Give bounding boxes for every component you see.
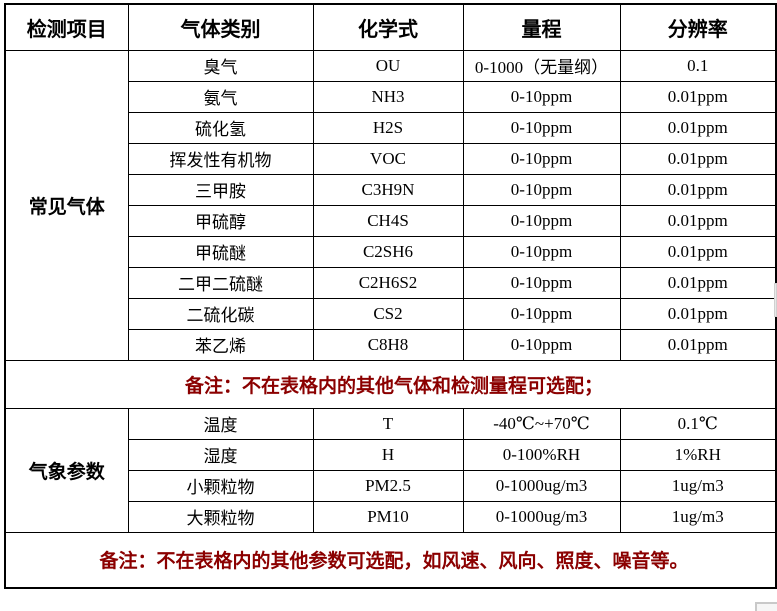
resolution-cell: 0.1 bbox=[619, 49, 777, 82]
table-row: 硫化氢 H2S 0-10ppm 0.01ppm bbox=[5, 111, 777, 144]
resolution-cell: 1%RH bbox=[619, 438, 777, 471]
note-text: 备注：不在表格内的其他气体和检测量程可选配； bbox=[4, 359, 777, 409]
resolution-cell: 0.01ppm bbox=[619, 266, 777, 299]
formula-cell: H2S bbox=[312, 111, 464, 144]
gas-name-cell: 小颗粒物 bbox=[127, 469, 314, 502]
gas-name-cell: 甲硫醚 bbox=[127, 235, 314, 268]
gas-name-cell: 二甲二硫醚 bbox=[127, 266, 314, 299]
resolution-cell: 0.01ppm bbox=[619, 80, 777, 113]
formula-cell: NH3 bbox=[312, 80, 464, 113]
table-row: 气象参数 温度 T -40℃~+70℃ 0.1℃ bbox=[4, 407, 777, 533]
range-cell: -40℃~+70℃ bbox=[462, 407, 621, 440]
resolution-cell: 0.01ppm bbox=[619, 173, 777, 206]
resolution-cell: 1ug/m3 bbox=[619, 469, 777, 502]
category-cell: 气象参数 bbox=[4, 407, 129, 533]
gas-name-cell: 氨气 bbox=[127, 80, 314, 113]
range-cell: 0-10ppm bbox=[462, 173, 621, 206]
col-header-range: 量程 bbox=[462, 3, 621, 51]
resolution-cell: 0.01ppm bbox=[619, 328, 777, 361]
gas-name-cell: 挥发性有机物 bbox=[127, 142, 314, 175]
range-cell: 0-10ppm bbox=[462, 328, 621, 361]
range-cell: 0-10ppm bbox=[462, 204, 621, 237]
resolution-cell: 0.01ppm bbox=[619, 142, 777, 175]
range-cell: 0-10ppm bbox=[462, 111, 621, 144]
col-header-detection-item: 检测项目 bbox=[4, 3, 129, 51]
gas-name-cell: 大颗粒物 bbox=[127, 500, 314, 533]
formula-cell: CS2 bbox=[312, 297, 464, 330]
range-cell: 0-1000ug/m3 bbox=[462, 469, 621, 502]
formula-cell: PM10 bbox=[312, 500, 464, 533]
range-cell: 0-10ppm bbox=[462, 142, 621, 175]
formula-cell: VOC bbox=[312, 142, 464, 175]
formula-cell: T bbox=[312, 407, 464, 440]
range-cell: 0-10ppm bbox=[462, 235, 621, 268]
note-row: 备注：不在表格内的其他气体和检测量程可选配； bbox=[4, 359, 777, 409]
table-row: 小颗粒物 PM2.5 0-1000ug/m3 1ug/m3 bbox=[5, 469, 777, 502]
table-row: 三甲胺 C3H9N 0-10ppm 0.01ppm bbox=[5, 173, 777, 206]
range-cell: 0-10ppm bbox=[462, 297, 621, 330]
gas-name-cell: 三甲胺 bbox=[127, 173, 314, 206]
table-row: 大颗粒物 PM10 0-1000ug/m3 1ug/m3 bbox=[5, 500, 777, 533]
table-row: 甲硫醚 C2SH6 0-10ppm 0.01ppm bbox=[5, 235, 777, 268]
table-row: 二甲二硫醚 C2H6S2 0-10ppm 0.01ppm bbox=[5, 266, 777, 299]
table-row: 氨气 NH3 0-10ppm 0.01ppm bbox=[5, 80, 777, 113]
gas-name-cell: 温度 bbox=[127, 407, 314, 440]
resolution-cell: 0.01ppm bbox=[619, 235, 777, 268]
resolution-cell: 0.01ppm bbox=[619, 204, 777, 237]
table-body: 常见气体 臭气 OU 0-1000（无量纲） 0.1 氨气 NH3 0-10ppm 0.01pp… bbox=[4, 49, 777, 589]
note-row: 备注：不在表格内的其他参数可选配，如风速、风向、照度、噪音等。 bbox=[4, 531, 777, 589]
formula-cell: C2SH6 bbox=[312, 235, 464, 268]
resolution-cell: 1ug/m3 bbox=[619, 500, 777, 533]
formula-cell: C8H8 bbox=[312, 328, 464, 361]
range-cell: 0-10ppm bbox=[462, 266, 621, 299]
table-resize-handle bbox=[755, 602, 777, 611]
note-text: 备注：不在表格内的其他参数可选配，如风速、风向、照度、噪音等。 bbox=[4, 531, 777, 589]
formula-cell: PM2.5 bbox=[312, 469, 464, 502]
formula-cell: C3H9N bbox=[312, 173, 464, 206]
table-row: 挥发性有机物 VOC 0-10ppm 0.01ppm bbox=[5, 142, 777, 175]
formula-cell: C2H6S2 bbox=[312, 266, 464, 299]
resolution-cell: 0.01ppm bbox=[619, 297, 777, 330]
col-header-gas-category: 气体类别 bbox=[127, 3, 314, 51]
col-header-resolution: 分辨率 bbox=[619, 3, 777, 51]
formula-cell: CH4S bbox=[312, 204, 464, 237]
resolution-cell: 0.01ppm bbox=[619, 111, 777, 144]
category-cell: 常见气体 bbox=[4, 49, 129, 361]
resolution-cell: 0.1℃ bbox=[619, 407, 777, 440]
gas-name-cell: 湿度 bbox=[127, 438, 314, 471]
formula-cell: OU bbox=[312, 49, 464, 82]
range-cell: 0-10ppm bbox=[462, 80, 621, 113]
gas-spec-table: 检测项目 气体类别 化学式 量程 分辨率 常见气体 臭气 OU 0-1000（无量纲）… bbox=[4, 3, 777, 589]
gas-name-cell: 甲硫醇 bbox=[127, 204, 314, 237]
gas-name-cell: 苯乙烯 bbox=[127, 328, 314, 361]
gas-name-cell: 硫化氢 bbox=[127, 111, 314, 144]
range-cell: 0-1000（无量纲） bbox=[462, 49, 621, 82]
range-cell: 0-100%RH bbox=[462, 438, 621, 471]
range-cell: 0-1000ug/m3 bbox=[462, 500, 621, 533]
table-row: 甲硫醇 CH4S 0-10ppm 0.01ppm bbox=[5, 204, 777, 237]
gas-name-cell: 臭气 bbox=[127, 49, 314, 82]
table-row: 常见气体 臭气 OU 0-1000（无量纲） 0.1 bbox=[4, 49, 777, 361]
col-header-chemical-formula: 化学式 bbox=[312, 3, 464, 51]
formula-cell: H bbox=[312, 438, 464, 471]
header-row: 检测项目 气体类别 化学式 量程 分辨率 bbox=[4, 3, 777, 51]
gas-name-cell: 二硫化碳 bbox=[127, 297, 314, 330]
table-row: 二硫化碳 CS2 0-10ppm 0.01ppm bbox=[5, 297, 777, 330]
